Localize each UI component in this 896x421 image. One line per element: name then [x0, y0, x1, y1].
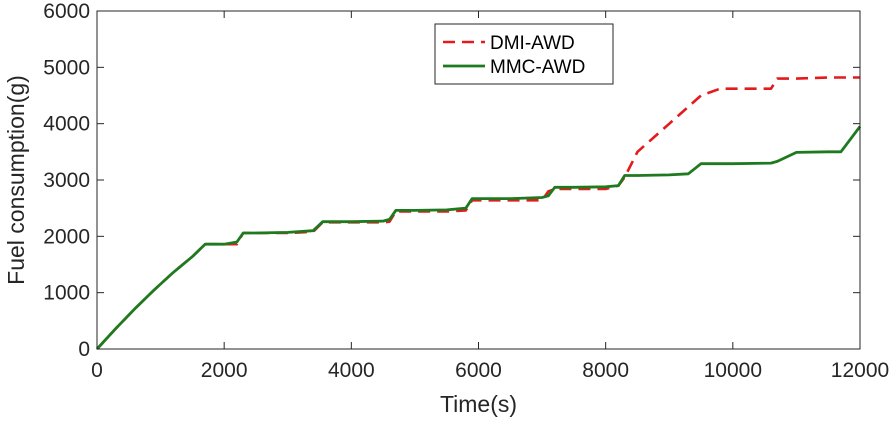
y-tick-label: 6000 — [43, 0, 90, 23]
y-tick-label: 0 — [78, 338, 90, 361]
x-tick-label: 4000 — [328, 359, 375, 382]
legend-label-mmc-awd: MMC-AWD — [490, 57, 585, 78]
y-tick-label: 5000 — [43, 56, 90, 79]
legend-label-dmi-awd: DMI-AWD — [490, 33, 575, 54]
y-axis-label: Fuel consumption(g) — [3, 75, 29, 285]
y-tick-label: 2000 — [43, 225, 90, 248]
legend-box — [434, 23, 614, 85]
x-tick-label: 0 — [91, 359, 103, 382]
x-tick-label: 2000 — [201, 359, 248, 382]
y-tick-label: 3000 — [43, 169, 90, 192]
x-axis-label: Time(s) — [440, 391, 517, 417]
y-tick-label: 4000 — [43, 113, 90, 136]
series-line-mmc-awd — [95, 125, 862, 350]
series-line-dmi-awd — [96, 76, 860, 350]
x-tick-label: 8000 — [582, 359, 629, 382]
x-tick-label: 10000 — [704, 359, 762, 382]
x-tick-label: 6000 — [455, 359, 502, 382]
x-tick-label: 12000 — [831, 359, 889, 382]
legend: DMI-AWD MMC-AWD — [434, 23, 614, 85]
y-tick-label: 1000 — [43, 282, 90, 305]
